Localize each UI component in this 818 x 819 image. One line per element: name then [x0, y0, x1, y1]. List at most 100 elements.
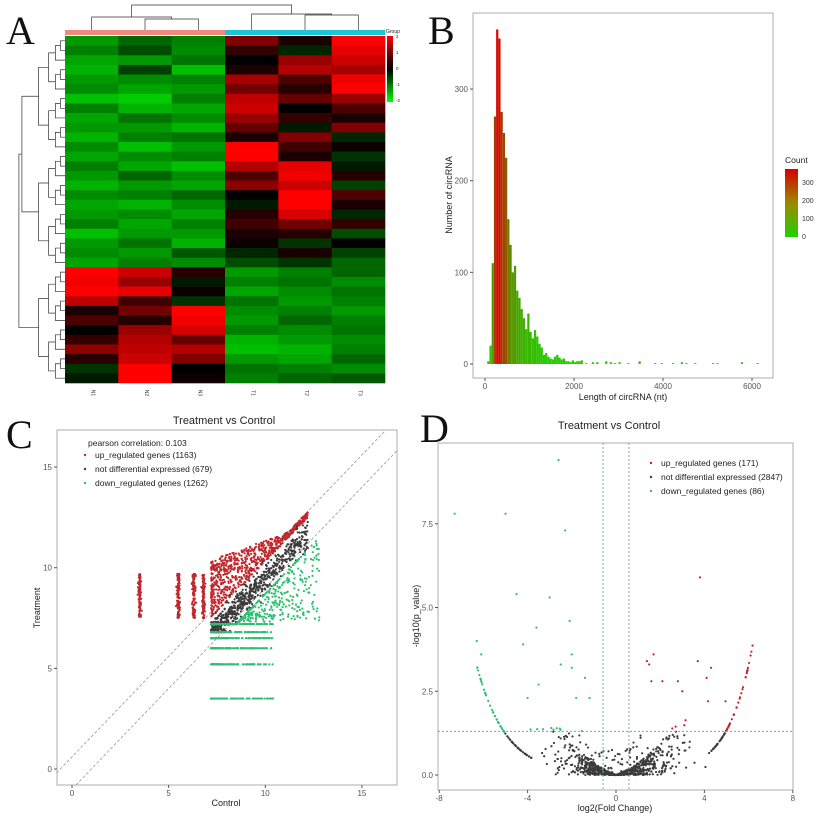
not-differential-point [650, 770, 653, 773]
up-regulated-point [243, 581, 246, 584]
down-regulated-point [478, 673, 481, 677]
heatmap-cell [225, 276, 279, 287]
heatmap-cell [225, 36, 279, 46]
not-differential-point [613, 773, 616, 776]
heatmap-cell [171, 93, 226, 104]
down-regulated-point [223, 697, 226, 700]
not-differential-point [250, 589, 253, 593]
not-differential-point [567, 749, 571, 752]
up-regulated-point [236, 571, 239, 574]
up-regulated-point [214, 574, 218, 577]
down-regulated-point [259, 637, 262, 640]
down-regulated-point [453, 512, 456, 515]
group-bar-segment [171, 30, 226, 35]
not-differential-point [278, 564, 281, 568]
down-regulated-point [480, 680, 483, 684]
not-differential-point [667, 761, 670, 764]
not-differential-point [648, 763, 651, 766]
down-regulated-point [501, 728, 504, 731]
up-regulated-point [220, 559, 223, 563]
heatmap-cell [118, 190, 172, 201]
dendrogram-branch [60, 242, 65, 254]
not-differential-point [557, 735, 560, 739]
down-regulated-point [583, 676, 587, 679]
down-regulated-point [291, 607, 294, 610]
heatmap-cell [225, 344, 279, 355]
column-label: N2 [143, 390, 149, 397]
down-regulated-point [215, 697, 218, 700]
down-regulated-point [299, 569, 303, 572]
not-differential-point [254, 588, 257, 592]
not-differential-point [268, 575, 271, 578]
legend: up_regulated genes (1163)not differentia… [83, 450, 212, 488]
not-differential-point [641, 764, 645, 767]
not-differential-point [553, 760, 557, 763]
not-differential-point [666, 738, 669, 741]
not-differential-point [638, 769, 642, 772]
down-regulated-point [301, 578, 304, 582]
histogram-bar [542, 354, 546, 364]
down-regulated-point [281, 574, 284, 577]
up-regulated-point [240, 554, 243, 557]
up-regulated-point [260, 552, 263, 555]
down-regulated-point [231, 637, 234, 640]
not-differential-point [625, 773, 628, 776]
not-differential-point [239, 600, 242, 603]
up-regulated-point [224, 573, 227, 576]
up-regulated-point [268, 544, 271, 547]
up-regulated-point [231, 576, 234, 579]
heatmap-cell [171, 325, 226, 336]
up-regulated-point [681, 690, 684, 693]
down-regulated-point [535, 626, 538, 629]
not-differential-point [248, 579, 251, 582]
down-regulated-point [258, 697, 262, 700]
up-regulated-point [191, 613, 194, 616]
not-differential-point [584, 743, 588, 746]
heatmap-cell [118, 344, 172, 355]
down-regulated-point [216, 631, 219, 634]
heatmap-cell [118, 286, 172, 297]
not-differential-point [304, 526, 307, 529]
down-regulated-point [259, 663, 262, 666]
not-differential-point [242, 602, 245, 605]
up-regulated-point [259, 548, 262, 551]
not-differential-point [264, 574, 267, 577]
heatmap-cell [331, 276, 386, 287]
not-differential-point [642, 770, 645, 774]
not-differential-point [656, 773, 659, 776]
down-regulated-point [570, 653, 573, 656]
not-differential-point [260, 580, 263, 583]
not-differential-point [664, 765, 667, 768]
heatmap-cell [118, 248, 172, 258]
up-regulated-point [281, 541, 284, 545]
down-regulated-point [273, 601, 276, 604]
group-bar-segment [225, 30, 279, 35]
up-regulated-point [138, 585, 142, 589]
dendrogram-branch [48, 168, 56, 198]
up-regulated-point [228, 595, 231, 599]
down-regulated-point [489, 704, 492, 707]
heatmap-cell [331, 103, 386, 114]
down-regulated-point [220, 647, 224, 650]
histogram-bar [493, 116, 497, 364]
not-differential-point [637, 773, 640, 776]
histogram-bar [569, 362, 572, 364]
down-regulated-point [225, 663, 228, 666]
up-regulated-point [226, 559, 229, 562]
up-regulated-point [138, 615, 142, 618]
heatmap-cell [118, 238, 172, 249]
up-regulated-point [245, 547, 248, 550]
down-regulated-point [251, 611, 254, 614]
legend-title: Count [785, 155, 808, 165]
not-differential-point [635, 757, 638, 760]
histogram-bar [491, 263, 494, 364]
up-regulated-point [747, 661, 751, 665]
up-regulated-point [735, 706, 738, 709]
up-regulated-point [239, 580, 243, 584]
down-regulated-point [254, 602, 258, 605]
not-differential-point [301, 524, 304, 527]
not-differential-point [281, 566, 285, 570]
heatmap-cell [171, 36, 226, 46]
legend: up_regulated genes (171)not differential… [649, 458, 783, 496]
